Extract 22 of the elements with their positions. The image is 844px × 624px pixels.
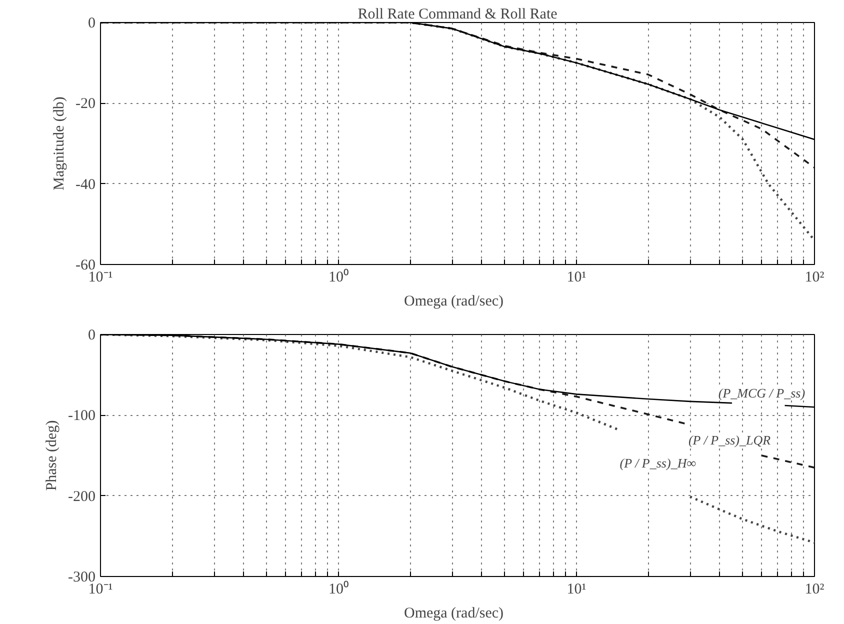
- x-tick-label: 10²: [804, 270, 825, 286]
- x-axis-title: Omega (rad/sec): [404, 294, 504, 310]
- y-tick-label: -20: [76, 96, 96, 112]
- x-tick-label: 10⁰: [328, 268, 348, 286]
- y-tick-label: 0: [88, 328, 96, 344]
- y-tick-label: -200: [68, 488, 96, 505]
- chart-title: Roll Rate Command & Roll Rate: [358, 6, 558, 22]
- x-tick-label: 10¹: [566, 270, 586, 286]
- series-label: (P_MCG / P_ss): [718, 385, 806, 400]
- y-axis-title: Phase (deg): [44, 420, 60, 491]
- y-axis-title: Magnitude (db): [52, 96, 68, 190]
- y-tick-label: 0: [88, 16, 96, 32]
- x-tick-label: 10¹: [566, 582, 586, 598]
- x-tick-label: 10⁰: [328, 580, 348, 598]
- x-tick-label: 10²: [804, 582, 825, 598]
- y-tick-label: -40: [76, 176, 96, 193]
- x-tick-label: 10⁻¹: [88, 270, 113, 286]
- text: (P / P_ss)_H∞: [620, 456, 696, 471]
- series-label: (P / P_ss)_LQR: [688, 432, 771, 448]
- x-tick-label: 10⁻¹: [88, 582, 113, 598]
- x-axis-title: Omega (rad/sec): [404, 606, 504, 622]
- y-tick-label: -100: [68, 408, 96, 424]
